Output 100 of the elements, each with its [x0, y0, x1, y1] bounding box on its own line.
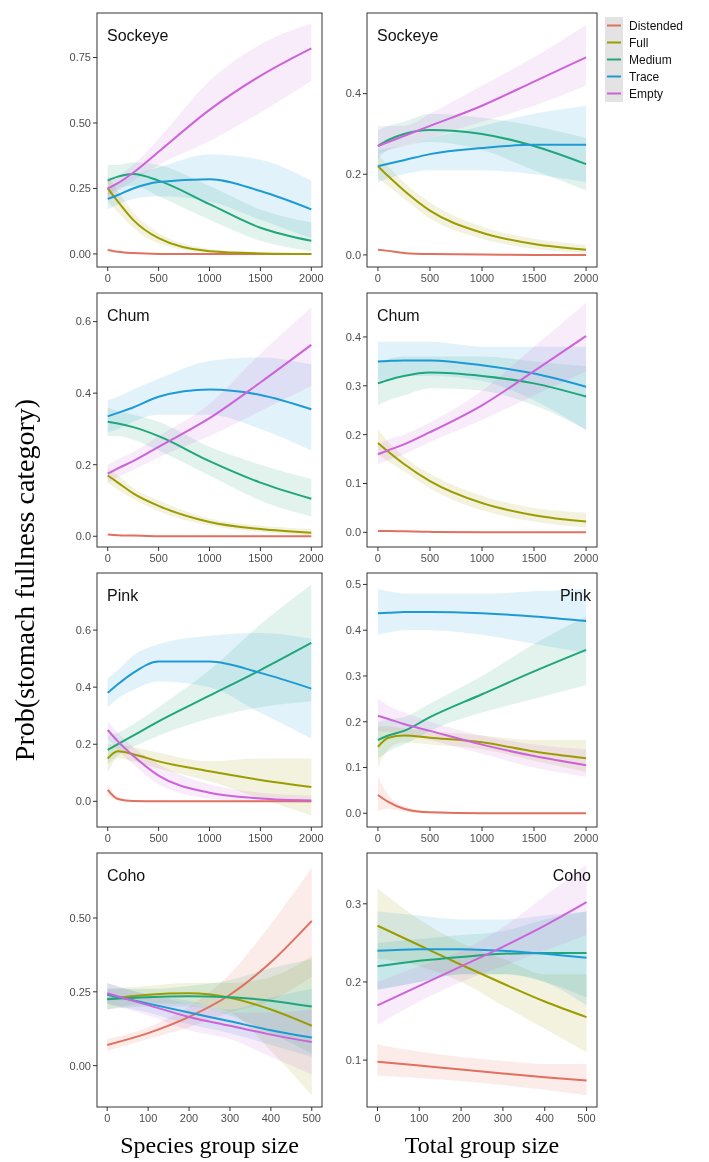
x-tick-label: 1500 — [521, 832, 547, 844]
legend-label: Trace — [629, 69, 660, 84]
x-tick-label: 100 — [410, 1112, 429, 1124]
legend-label: Distended — [629, 18, 684, 33]
x-tick-label: 0 — [104, 1112, 111, 1124]
x-tick-label: 500 — [302, 1112, 321, 1124]
text: Chum — [377, 307, 420, 324]
x-tick-label: 2000 — [299, 272, 324, 284]
x-tick-label: 1500 — [248, 832, 273, 844]
x-tick-label: 1000 — [197, 552, 222, 564]
y-tick-label: 0.4 — [345, 624, 361, 637]
line-series — [376, 793, 588, 815]
y-axis-title: Prob(stomach fullness category) — [9, 398, 40, 762]
x-tick-label: 300 — [493, 1112, 513, 1124]
line-series — [106, 47, 313, 190]
legend-label: Medium — [629, 52, 672, 67]
y-tick-label: 0.2 — [75, 458, 91, 471]
y-tick-label: 0.4 — [75, 387, 91, 400]
line-series — [106, 343, 313, 475]
x-tick-label: 0 — [374, 552, 381, 564]
line-series — [106, 660, 313, 694]
x-tick-label: 500 — [420, 832, 440, 844]
line-series — [376, 359, 588, 388]
y-tick-label: 0.0 — [345, 248, 361, 261]
x-tick-label: 500 — [420, 272, 440, 284]
y-tick-label: 0.0 — [345, 807, 361, 820]
x-tick-label: 2000 — [299, 552, 324, 564]
text: Pink — [107, 587, 140, 604]
x-tick-label: 1000 — [469, 272, 495, 284]
y-tick-label: 0.75 — [69, 51, 91, 64]
x-tick-label: 400 — [261, 1112, 281, 1124]
line-series — [376, 371, 588, 398]
x-tick-label: 100 — [138, 1112, 158, 1124]
x-tick-label: 0 — [374, 1112, 381, 1124]
x-tick-label: 1500 — [248, 272, 273, 284]
text: Sockeye — [377, 27, 439, 44]
x-tick-label: 0 — [104, 832, 111, 844]
x-tick-label: 200 — [451, 1112, 471, 1124]
line-series — [106, 388, 313, 418]
y-tick-label: 0.3 — [345, 897, 361, 910]
y-tick-label: 0.2 — [75, 738, 91, 751]
x-tick-label: 2000 — [573, 832, 599, 844]
y-tick-label: 0.25 — [69, 182, 91, 195]
y-tick-label: 0.2 — [345, 975, 361, 988]
x-tick-label: 300 — [220, 1112, 240, 1124]
x-tick-label: 200 — [179, 1112, 199, 1124]
line-series — [376, 334, 588, 456]
line-series — [376, 948, 588, 959]
y-tick-label: 0.3 — [345, 379, 361, 392]
y-tick-label: 0.4 — [345, 87, 361, 100]
legend-label: Empty — [629, 86, 664, 101]
line-series — [106, 641, 313, 751]
line-series — [106, 995, 313, 1008]
x-tick-label: 2000 — [573, 552, 599, 564]
line-series — [106, 919, 313, 1046]
x-tick-label: 500 — [149, 552, 168, 564]
y-tick-label: 0.6 — [75, 315, 91, 328]
line-series — [376, 441, 588, 523]
y-tick-label: 0.00 — [69, 1059, 91, 1072]
y-tick-label: 0.2 — [345, 168, 361, 181]
y-tick-label: 0.50 — [69, 116, 91, 129]
y-tick-label: 0.4 — [75, 681, 91, 694]
x-tick-label: 1000 — [469, 552, 495, 564]
y-tick-label: 0.25 — [69, 985, 91, 998]
x-tick-label: 1000 — [197, 272, 222, 284]
line-series — [106, 420, 313, 500]
line-series — [376, 143, 588, 168]
x-tick-label: 1000 — [197, 832, 222, 844]
x-tick-label: 400 — [535, 1112, 554, 1124]
x-tick-label: 500 — [149, 832, 168, 844]
x-tick-label: 0 — [374, 272, 381, 284]
x-tick-label: 2000 — [299, 832, 324, 844]
text: Pink — [559, 587, 592, 604]
y-tick-label: 0.1 — [345, 477, 361, 490]
y-tick-label: 0.0 — [345, 526, 361, 539]
text: Chum — [107, 307, 150, 324]
line-series — [106, 173, 313, 242]
x-tick-label: 500 — [577, 1112, 596, 1124]
y-tick-label: 0.0 — [75, 530, 91, 543]
line-series — [376, 1060, 588, 1082]
x-tick-label: 1000 — [469, 832, 495, 844]
y-tick-label: 0.1 — [345, 761, 361, 774]
line-series — [106, 178, 313, 211]
x-axis-title: Species group size — [120, 1132, 299, 1158]
x-tick-label: 1500 — [248, 552, 273, 564]
text: Coho — [552, 867, 592, 884]
x-tick-label: 0 — [374, 832, 381, 844]
x-tick-label: 0 — [104, 552, 111, 564]
x-tick-label: 0 — [104, 272, 111, 284]
y-tick-label: 0.00 — [69, 247, 91, 260]
line-series — [376, 56, 588, 148]
y-tick-label: 0.50 — [69, 911, 91, 924]
text: Sockeye — [107, 27, 169, 44]
x-tick-label: 1500 — [521, 272, 547, 284]
line-series — [106, 187, 313, 255]
line-series — [376, 610, 588, 623]
line-series — [376, 952, 588, 968]
y-tick-label: 0.2 — [345, 428, 361, 441]
y-tick-label: 0.2 — [345, 715, 361, 728]
y-tick-label: 0.4 — [345, 330, 361, 343]
